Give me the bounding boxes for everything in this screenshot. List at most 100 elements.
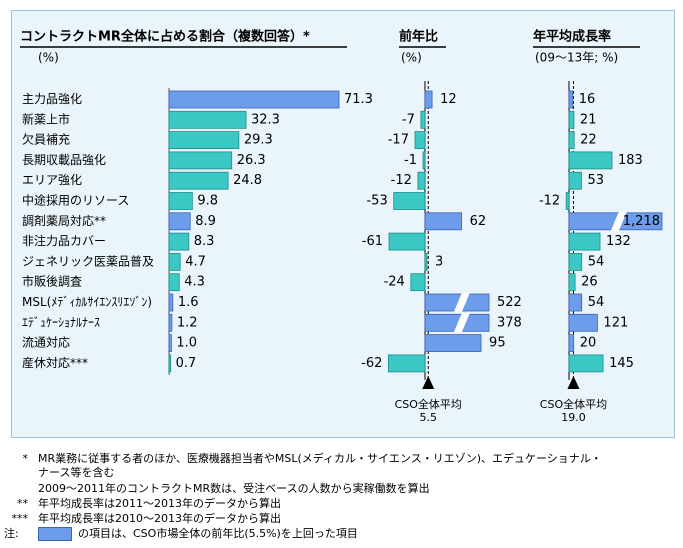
data-label-cagr: 16 — [579, 92, 596, 107]
reference-value-cagr: 19.0 — [561, 411, 586, 424]
category-label: ジェネリック医薬品普及 — [22, 254, 154, 268]
bar-share — [168, 90, 340, 109]
data-label-yoy: 522 — [497, 295, 522, 310]
bar-share — [168, 151, 233, 170]
data-label-share: 9.8 — [197, 194, 218, 209]
bar-yoy — [388, 354, 426, 373]
bar-yoy — [424, 90, 433, 109]
data-label-share: 26.3 — [237, 153, 266, 168]
note-2: 年平均成長率は2011〜2013年のデータから算出 — [38, 497, 281, 510]
bar-share — [168, 293, 174, 312]
data-label-yoy: -12 — [391, 173, 412, 188]
data-label-yoy: 3 — [435, 254, 443, 269]
data-label-share: 4.7 — [185, 254, 206, 269]
bar-cagr — [565, 192, 570, 210]
category-label: 中途採用のリソース — [22, 193, 129, 208]
bar-yoy — [424, 212, 462, 231]
category-label: 主力品強化 — [22, 92, 82, 106]
category-label: 流通対応 — [22, 336, 70, 350]
panel-title-cagr: 年平均成長率 — [533, 29, 611, 45]
data-label-cagr: 132 — [606, 234, 631, 249]
chart-svg: コントラクトMR全体に占める割合（複数回答）* (%) 前年比 (%) 年平均成長率 (0… — [20, 29, 663, 424]
data-label-share: 24.8 — [233, 173, 262, 188]
data-label-cagr: 26 — [581, 275, 598, 290]
data-label-cagr: 145 — [609, 356, 634, 371]
category-label: エリア強化 — [22, 173, 82, 187]
bar-yoy — [393, 192, 426, 210]
data-label-cagr: 20 — [580, 336, 597, 351]
note-1-line-3: 2009〜2011年のコントラクトMR数は、受注ベースの人数から実稼働数を算出 — [38, 482, 430, 495]
category-label: 欠員補充 — [22, 132, 70, 147]
data-label-share: 8.3 — [194, 234, 215, 249]
data-label-share: 71.3 — [344, 92, 373, 107]
reference-value-yoy: 5.5 — [419, 411, 437, 424]
category-label: 産休対応*** — [22, 355, 88, 370]
data-label-yoy: -53 — [366, 194, 387, 209]
bar-yoy — [420, 110, 426, 129]
data-label-share: 32.3 — [251, 112, 280, 127]
bar-break — [453, 313, 470, 333]
note-mark-1: * — [22, 452, 29, 465]
bar-share — [168, 171, 229, 190]
data-label-share: 0.7 — [176, 356, 197, 371]
panel-title-share: コントラクトMR全体に占める割合（複数回答）* — [20, 29, 310, 45]
data-label-yoy: -62 — [361, 356, 382, 371]
data-label-yoy: -7 — [402, 112, 415, 127]
bar-share — [168, 334, 172, 353]
note-mark-2: ** — [17, 497, 28, 510]
legend-text: の項目は、CSO市場全体の前年比(5.5%)を上回った項目 — [78, 527, 358, 540]
data-label-share: 29.3 — [244, 133, 273, 148]
bar-cagr — [568, 313, 598, 332]
bar-yoy — [422, 151, 426, 170]
reference-marker-cagr — [567, 376, 580, 389]
bar-cagr — [568, 273, 576, 292]
bar-share — [168, 232, 190, 251]
bar-cagr — [568, 293, 583, 312]
bar-yoy — [424, 252, 428, 271]
data-label-yoy: 62 — [470, 214, 487, 229]
bar-share — [168, 212, 191, 231]
reference-marker-yoy — [422, 376, 435, 389]
bar-cagr — [568, 334, 575, 353]
data-label-yoy: -24 — [384, 275, 405, 290]
panel-unit-cagr: (09〜13年; %) — [535, 51, 618, 65]
bar-share — [168, 192, 193, 210]
bar-share — [168, 110, 247, 129]
bar-cagr — [568, 131, 575, 149]
bar-cagr — [568, 171, 582, 190]
panel-unit-yoy: (%) — [401, 51, 422, 65]
bar-yoy — [417, 171, 426, 190]
panel-title-yoy: 前年比 — [399, 29, 438, 45]
reference-label-yoy: CSO全体平均 — [395, 397, 462, 411]
data-label-yoy: 12 — [440, 92, 457, 107]
bar-break — [453, 293, 470, 312]
notes: * MR業務に従事する者のほか、医療機器担当者やMSL(メディカル・サイエンス・… — [0, 440, 683, 548]
category-label: MSL(ﾒﾃﾞｨｶﾙｻｲｴﾝｽﾘｴｿﾞﾝ) — [22, 295, 152, 309]
data-label-yoy: -17 — [388, 133, 409, 148]
data-label-share: 4.3 — [184, 275, 205, 290]
bar-share — [168, 313, 173, 332]
data-label-cagr: 21 — [580, 112, 597, 127]
bar-yoy — [410, 273, 426, 292]
data-label-yoy: 95 — [489, 336, 506, 351]
data-label-cagr: 54 — [588, 254, 605, 269]
category-label: 非注力品カバー — [22, 233, 106, 248]
note-3: 年平均成長率は2010〜2013年のデータから算出 — [38, 512, 281, 525]
bar-cagr — [568, 354, 604, 373]
bar-break — [610, 211, 627, 231]
data-label-yoy: -61 — [362, 234, 383, 249]
category-label: 新薬上市 — [22, 111, 70, 126]
bar-cagr — [568, 252, 583, 271]
data-label-cagr: 1,218 — [623, 214, 660, 229]
bar-cagr — [568, 151, 613, 170]
note-mark-3: *** — [11, 512, 29, 525]
category-label: 市販後調査 — [22, 274, 82, 289]
data-label-yoy: -1 — [404, 153, 417, 168]
reference-label-cagr: CSO全体平均 — [540, 397, 607, 411]
bar-share — [168, 131, 240, 149]
data-label-cagr: 53 — [587, 173, 604, 188]
bar-yoy — [388, 232, 426, 251]
data-label-share: 1.6 — [178, 295, 199, 310]
panel-unit-share: (%) — [38, 51, 59, 65]
